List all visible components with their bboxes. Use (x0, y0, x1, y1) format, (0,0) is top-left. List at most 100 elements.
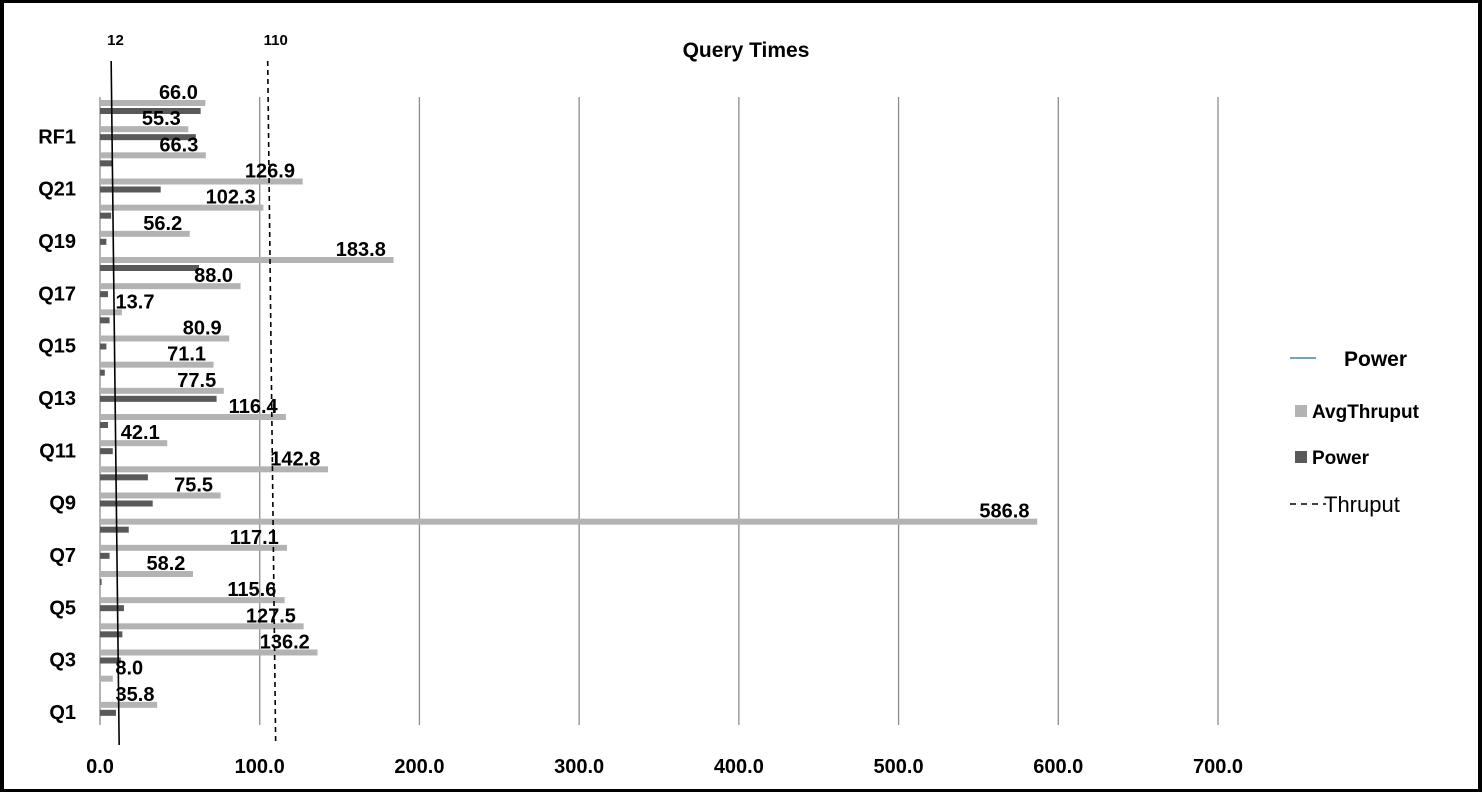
bar-avgthruput-Q2 (100, 675, 113, 682)
data-label: 56.2 (143, 213, 182, 235)
category-label: Q5 (49, 597, 76, 619)
x-tick-label: 300.0 (554, 756, 604, 778)
data-label: 102.3 (206, 187, 256, 209)
reference-line-thruput (266, 60, 277, 746)
category-label: Q15 (38, 336, 76, 358)
bar-power-Q9 (100, 500, 153, 507)
bar-power-Q1 (100, 709, 116, 716)
bar-avgthruput-Q13 (100, 387, 224, 394)
bar-power-Q12 (100, 422, 108, 428)
data-label: 75.5 (174, 475, 213, 497)
data-label: 116.4 (229, 396, 279, 418)
data-label: 71.1 (167, 344, 206, 366)
bar-power-Q22 (100, 160, 113, 167)
category-label: Q3 (49, 650, 76, 672)
bar-power-Q17 (100, 291, 108, 298)
category-label: Q11 (39, 440, 76, 462)
bar-avgthruput-Q19 (100, 230, 190, 237)
bar-power-Q11 (100, 448, 113, 455)
bar-power-Q10 (100, 474, 148, 481)
bar-avgthruput-Q4 (100, 623, 304, 630)
reference-line-label-thruput: 110 (264, 32, 288, 49)
bar-avgthruput-Q12 (100, 414, 286, 420)
bar-power-Q13 (100, 395, 217, 402)
data-label: 80.9 (183, 318, 222, 340)
data-label: 88.0 (194, 265, 233, 287)
legend-marker-power (1295, 451, 1307, 463)
bar-power-Q15 (100, 343, 107, 350)
bar-avgthruput-RF2 (100, 100, 206, 106)
bar-avgthruput-Q21 (100, 178, 303, 185)
data-label: 66.3 (159, 134, 198, 156)
data-label: 55.3 (142, 108, 181, 130)
bar-power-RF1 (100, 134, 196, 141)
data-label: 586.8 (979, 501, 1029, 523)
legend-label: Thruput (1324, 492, 1400, 517)
x-tick-label: 600.0 (1033, 756, 1083, 778)
data-label: 13.7 (116, 291, 155, 313)
category-label: Q13 (38, 388, 76, 410)
bar-avgthruput-Q7 (100, 544, 288, 551)
category-label: Q21 (38, 179, 76, 201)
bar-avgthruput-Q3 (100, 649, 318, 656)
bar-avgthruput-Q15 (100, 335, 230, 342)
data-label: 42.1 (121, 422, 160, 444)
bar-power-Q20 (100, 212, 112, 219)
bar-power-Q4 (100, 631, 123, 638)
category-label: Q9 (49, 493, 76, 515)
x-tick-label: 100.0 (235, 756, 285, 778)
bar-avgthruput-Q17 (100, 283, 241, 290)
category-label: Q17 (38, 283, 76, 305)
data-label: 58.2 (146, 553, 185, 575)
bar-avgthruput-Q20 (100, 204, 264, 211)
bar-power-Q19 (100, 238, 107, 245)
legend-label: AvgThruput (1312, 402, 1420, 423)
category-label: Q1 (49, 702, 76, 724)
bar-power-Q6 (100, 579, 102, 585)
query-times-chart: Query Times 35.8 8.0 136.2 127.5 115.6 58.2 117… (38, 32, 1420, 778)
data-label: 8.0 (115, 658, 143, 680)
bar-avgthruput-Q16 (100, 309, 122, 316)
bar-avgthruput-Q9 (100, 492, 221, 499)
x-tick-label: 400.0 (714, 756, 764, 778)
bar-power-Q16 (100, 317, 110, 324)
data-label: 117.1 (230, 527, 279, 549)
bar-avgthruput-Q11 (100, 440, 168, 447)
category-label: RF1 (38, 126, 76, 148)
bar-avgthruput-Q14 (100, 361, 214, 368)
bar-avgthruput-RF1 (100, 126, 189, 133)
data-label: 126.9 (245, 161, 295, 183)
x-tick-label: 200.0 (394, 756, 444, 778)
bar-avgthruput-Q8 (100, 518, 1038, 525)
data-label: 183.8 (336, 239, 386, 261)
bar-power-Q7 (100, 552, 110, 559)
category-label: Q19 (38, 231, 76, 253)
bar-avgthruput-Q22 (100, 152, 206, 159)
legend-label: Power (1312, 448, 1370, 469)
x-tick-label: 500.0 (874, 756, 924, 778)
bar-power-Q3 (100, 657, 121, 664)
legend-marker-avgthruput (1295, 405, 1307, 417)
bar-avgthruput-Q18 (100, 257, 394, 263)
bar-avgthruput-Q6 (100, 571, 193, 577)
data-label: 127.5 (246, 605, 296, 627)
bar-power-Q14 (100, 369, 105, 376)
x-tick-label: 700.0 (1193, 756, 1243, 778)
bar-power-Q21 (100, 186, 161, 193)
data-label: 66.0 (159, 82, 198, 104)
bar-avgthruput-Q1 (100, 701, 158, 708)
bar-power-Q18 (100, 265, 200, 271)
data-label: 136.2 (260, 632, 310, 654)
data-label: 142.8 (270, 448, 320, 470)
legend-label: Power (1344, 348, 1407, 371)
x-tick-label: 0.0 (86, 756, 114, 778)
data-label: 77.5 (177, 370, 216, 392)
reference-line-label-power: 12 (107, 32, 124, 49)
bar-avgthruput-Q5 (100, 597, 285, 604)
chart-area: Query Times 35.8 8.0 136.2 127.5 115.6 58.2 117… (4, 3, 1478, 789)
category-label: Q7 (49, 545, 76, 567)
data-label: 115.6 (227, 579, 276, 601)
bar-power-Q8 (100, 526, 129, 533)
reference-line-power (110, 60, 120, 746)
